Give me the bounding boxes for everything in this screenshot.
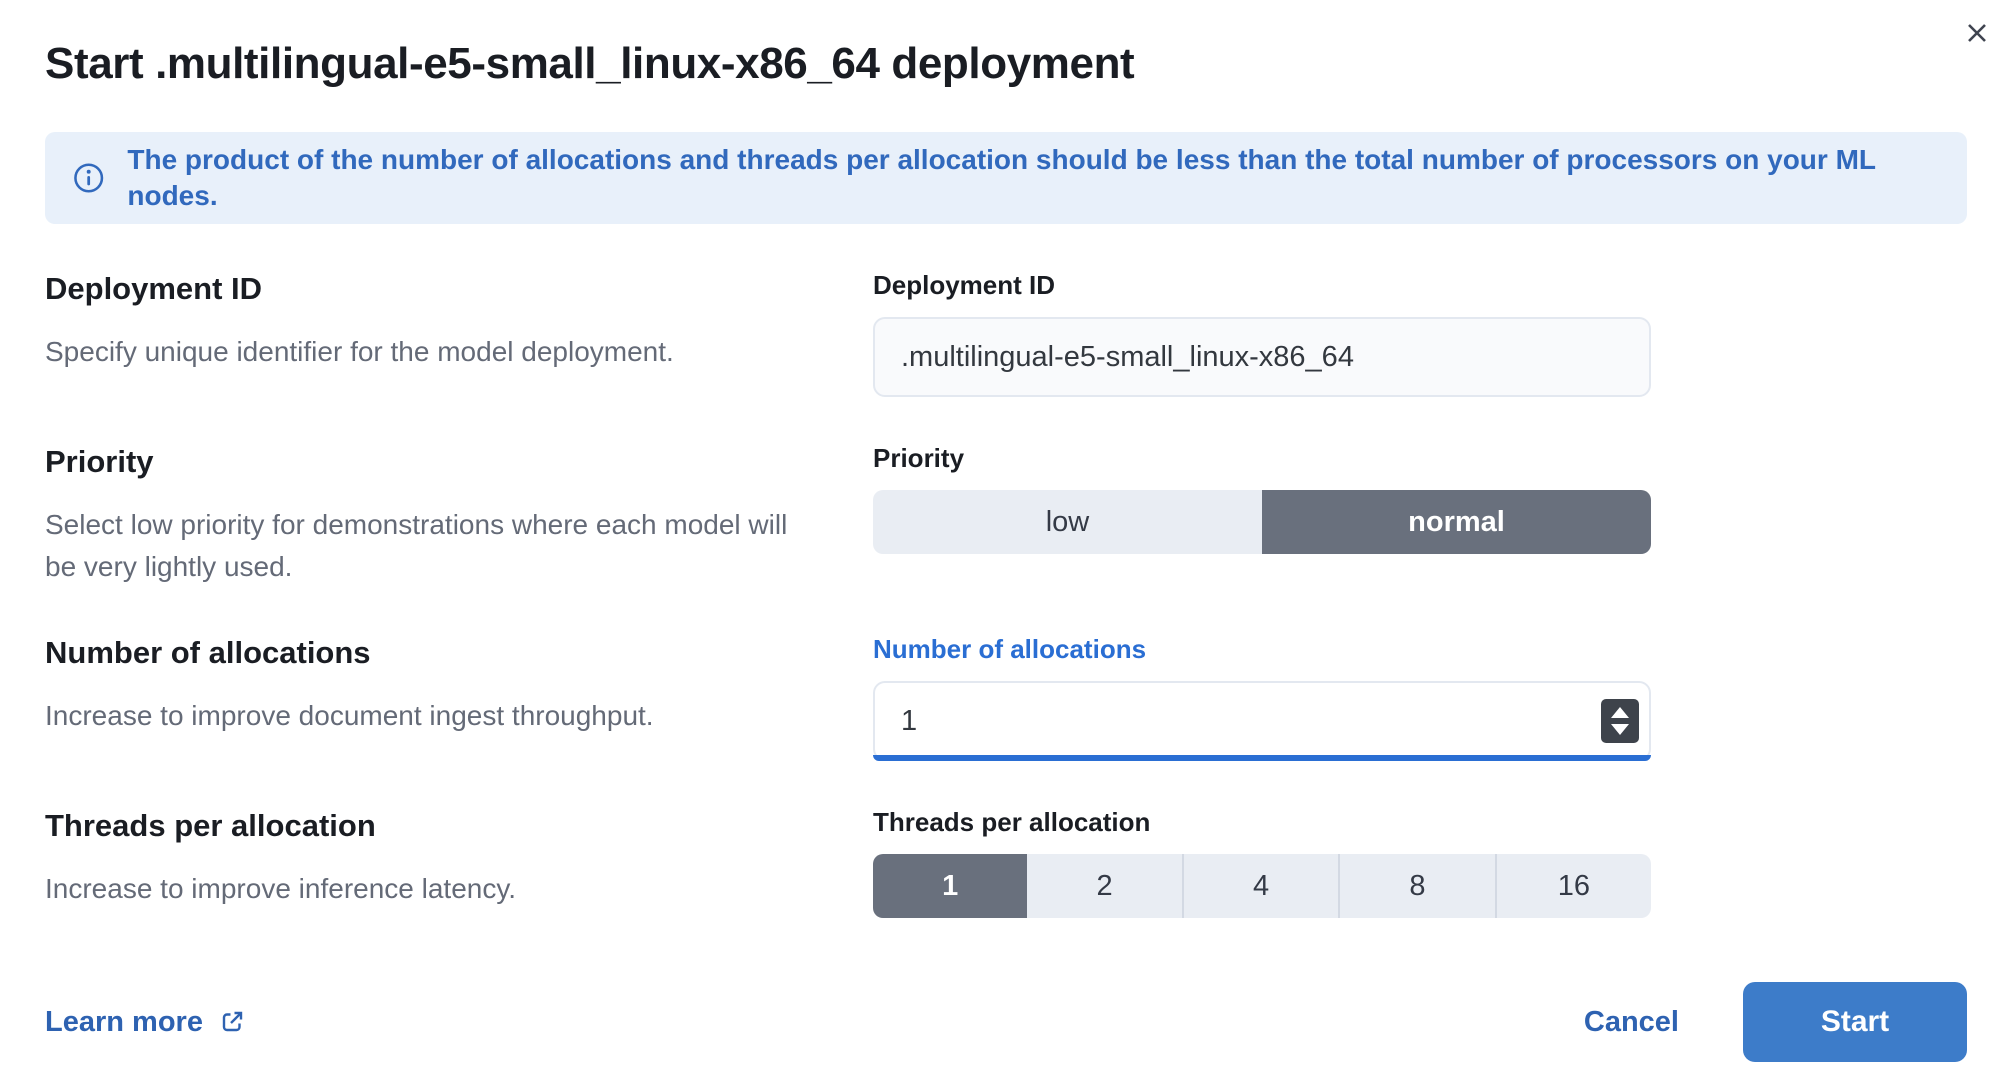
allocations-description: Increase to improve document ingest thro… bbox=[45, 700, 654, 731]
info-icon bbox=[74, 163, 104, 193]
threads-description: Increase to improve inference latency. bbox=[45, 873, 517, 904]
close-button[interactable] bbox=[1948, 4, 2006, 62]
threads-option-16[interactable]: 16 bbox=[1494, 854, 1651, 918]
deployment-id-heading: Deployment ID bbox=[45, 271, 263, 306]
threads-option-8[interactable]: 8 bbox=[1338, 854, 1495, 918]
priority-button-group: low normal bbox=[873, 490, 1651, 554]
threads-option-4[interactable]: 4 bbox=[1181, 854, 1339, 918]
allocations-label: Number of allocations bbox=[873, 634, 1147, 664]
priority-description: Select low priority for demonstrations w… bbox=[45, 509, 788, 582]
deployment-id-label: Deployment ID bbox=[873, 270, 1056, 300]
priority-label: Priority bbox=[873, 443, 965, 473]
deployment-id-input[interactable] bbox=[873, 317, 1651, 397]
priority-option-low[interactable]: low bbox=[873, 490, 1262, 554]
threads-label: Threads per allocation bbox=[873, 807, 1151, 837]
stepper-up-icon[interactable] bbox=[1611, 707, 1629, 718]
form-row-deployment-id: Deployment ID Specify unique identifier … bbox=[45, 270, 1651, 397]
info-callout: The product of the number of allocations… bbox=[45, 132, 1967, 224]
threads-option-1[interactable]: 1 bbox=[873, 854, 1028, 918]
priority-option-normal[interactable]: normal bbox=[1262, 490, 1651, 554]
form-row-threads: Threads per allocation Increase to impro… bbox=[45, 807, 1651, 918]
form-row-priority: Priority Select low priority for demonst… bbox=[45, 443, 1651, 588]
priority-heading: Priority bbox=[45, 444, 154, 479]
stepper-down-icon[interactable] bbox=[1611, 724, 1629, 735]
allocations-heading: Number of allocations bbox=[45, 635, 371, 670]
deployment-id-description: Specify unique identifier for the model … bbox=[45, 336, 674, 367]
form-row-allocations: Number of allocations Increase to improv… bbox=[45, 634, 1651, 761]
modal-title: Start .multilingual-e5-small_linux-x86_6… bbox=[45, 39, 1135, 88]
learn-more-label: Learn more bbox=[45, 1005, 203, 1038]
threads-button-group: 1 2 4 8 16 bbox=[873, 854, 1651, 918]
threads-option-2[interactable]: 2 bbox=[1027, 854, 1182, 918]
modal-footer: Learn more Cancel Start bbox=[45, 982, 1967, 1062]
number-stepper[interactable] bbox=[1601, 699, 1639, 743]
close-icon bbox=[1968, 24, 1986, 42]
external-link-icon bbox=[222, 1011, 243, 1032]
threads-heading: Threads per allocation bbox=[45, 808, 376, 843]
deployment-form: Deployment ID Specify unique identifier … bbox=[45, 270, 1651, 918]
learn-more-link[interactable]: Learn more bbox=[45, 1006, 246, 1039]
focus-underline bbox=[873, 755, 1651, 761]
start-button[interactable]: Start bbox=[1743, 982, 1967, 1062]
allocations-input[interactable] bbox=[873, 681, 1651, 761]
callout-message: The product of the number of allocations… bbox=[127, 144, 1876, 211]
cancel-button[interactable]: Cancel bbox=[1566, 996, 1697, 1049]
